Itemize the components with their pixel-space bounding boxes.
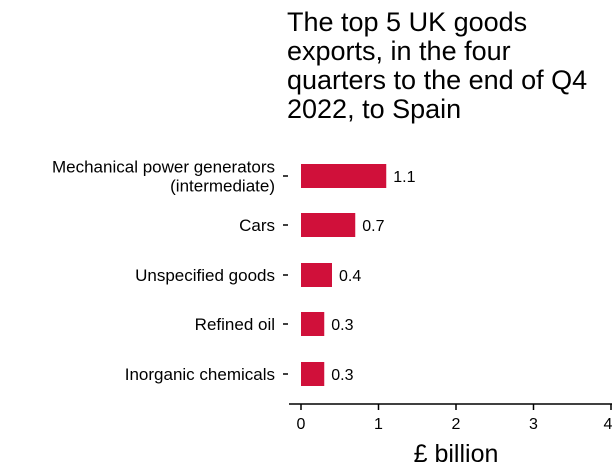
bar <box>301 164 387 188</box>
bar <box>301 312 325 336</box>
x-tick-label: 4 <box>604 416 613 433</box>
x-tick-label: 2 <box>452 416 461 433</box>
value-label: 1.1 <box>393 169 415 186</box>
bar <box>301 362 325 386</box>
category-label: Unspecified goods <box>135 266 275 285</box>
category-label: Mechanical power generators <box>52 158 275 177</box>
category-label: (intermediate) <box>170 177 275 196</box>
x-tick-label: 1 <box>374 416 383 433</box>
value-label: 0.4 <box>339 268 361 285</box>
value-label: 0.7 <box>362 218 384 235</box>
bars: 1.1 0.7 0.4 0.3 0.3 <box>301 164 416 386</box>
x-tick-label: 0 <box>297 416 306 433</box>
category-label: Inorganic chemicals <box>125 365 275 384</box>
x-axis-title: £ billion <box>414 440 499 468</box>
chart-title: The top 5 UK goods exports, in the four … <box>287 7 588 124</box>
bar <box>301 263 332 287</box>
y-axis: Mechanical power generators(intermediate… <box>52 158 288 384</box>
category-label: Refined oil <box>195 315 275 334</box>
bar <box>301 213 356 237</box>
category-label: Cars <box>239 216 275 235</box>
x-axis: 0 1 2 3 4 £ billion <box>289 403 613 468</box>
value-label: 0.3 <box>331 317 353 334</box>
x-tick-label: 3 <box>529 416 538 433</box>
value-label: 0.3 <box>331 367 353 384</box>
